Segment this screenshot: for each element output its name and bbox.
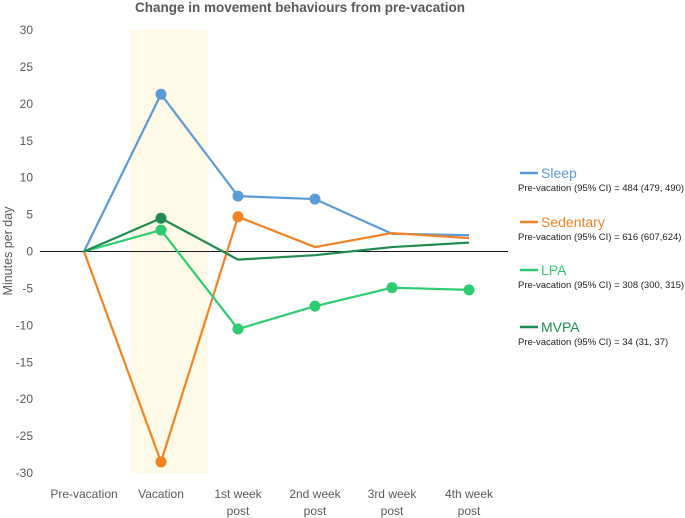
sleep-data-point — [309, 193, 321, 205]
lpa-data-point — [155, 224, 167, 236]
mvpa-legend-label: MVPA — [541, 319, 580, 335]
y-tick-label: -25 — [16, 429, 34, 443]
sleep-legend-subtitle: Pre-vacation (95% CI) = 484 (479, 490) — [518, 183, 684, 194]
sedentary-legend-label: Sedentary — [541, 214, 605, 230]
sleep-data-point — [232, 190, 244, 202]
x-tick-label: Pre-vacation — [50, 487, 117, 501]
y-tick-label: 10 — [20, 171, 34, 185]
y-tick-label: 30 — [20, 23, 34, 37]
mvpa-legend-subtitle: Pre-vacation (95% CI) = 34 (31, 37) — [518, 337, 668, 348]
lpa-legend-subtitle: Pre-vacation (95% CI) = 308 (300, 315) — [518, 280, 684, 291]
y-tick-label: -15 — [16, 355, 34, 369]
x-tick-label: 2nd week post — [289, 487, 341, 518]
y-tick-label: 20 — [20, 97, 34, 111]
x-tick-label: Vacation — [138, 487, 184, 501]
mvpa-series-line — [83, 217, 470, 261]
x-tick-label: 1st week post — [214, 487, 262, 518]
sedentary-data-point — [232, 211, 244, 223]
x-tick-label: 3rd week post — [368, 487, 418, 518]
y-axis-ticks: 30 25 20 15 10 5 0 -5 -10 -15 -20 -25 -30 — [16, 23, 34, 480]
y-tick-label: -30 — [16, 466, 34, 480]
y-axis-label: Minutes per day — [1, 206, 15, 296]
y-tick-label: 15 — [20, 134, 34, 148]
y-tick-label: 25 — [20, 60, 34, 74]
y-tick-label: -20 — [16, 392, 34, 406]
chart-title: Change in movement behaviours from pre-v… — [135, 0, 465, 15]
x-axis-ticks: Pre-vacation Vacation 1st week post 2nd week… — [50, 487, 494, 518]
sedentary-series-line — [82, 215, 470, 464]
sleep-legend-label: Sleep — [541, 165, 577, 181]
sleep-data-point — [155, 88, 167, 100]
series-lines — [82, 88, 475, 468]
lpa-legend-label: LPA — [541, 262, 567, 278]
lpa-series-line — [83, 228, 470, 331]
legend: Sleep Pre-vacation (95% CI) = 484 (479, 4… — [518, 165, 684, 348]
lpa-data-point — [232, 323, 244, 335]
mvpa-data-point — [155, 212, 167, 224]
y-tick-label: -10 — [16, 318, 34, 332]
x-tick-label: 4th week post — [445, 487, 494, 518]
sedentary-legend-subtitle: Pre-vacation (95% CI) = 616 (607,624) — [518, 232, 681, 243]
lpa-data-point — [386, 282, 398, 294]
y-tick-label: 5 — [26, 208, 33, 222]
y-tick-label: -5 — [22, 281, 33, 295]
lpa-data-point — [463, 284, 475, 296]
lpa-data-point — [309, 300, 321, 312]
sedentary-data-point — [155, 456, 167, 468]
y-tick-label: 0 — [26, 245, 33, 259]
